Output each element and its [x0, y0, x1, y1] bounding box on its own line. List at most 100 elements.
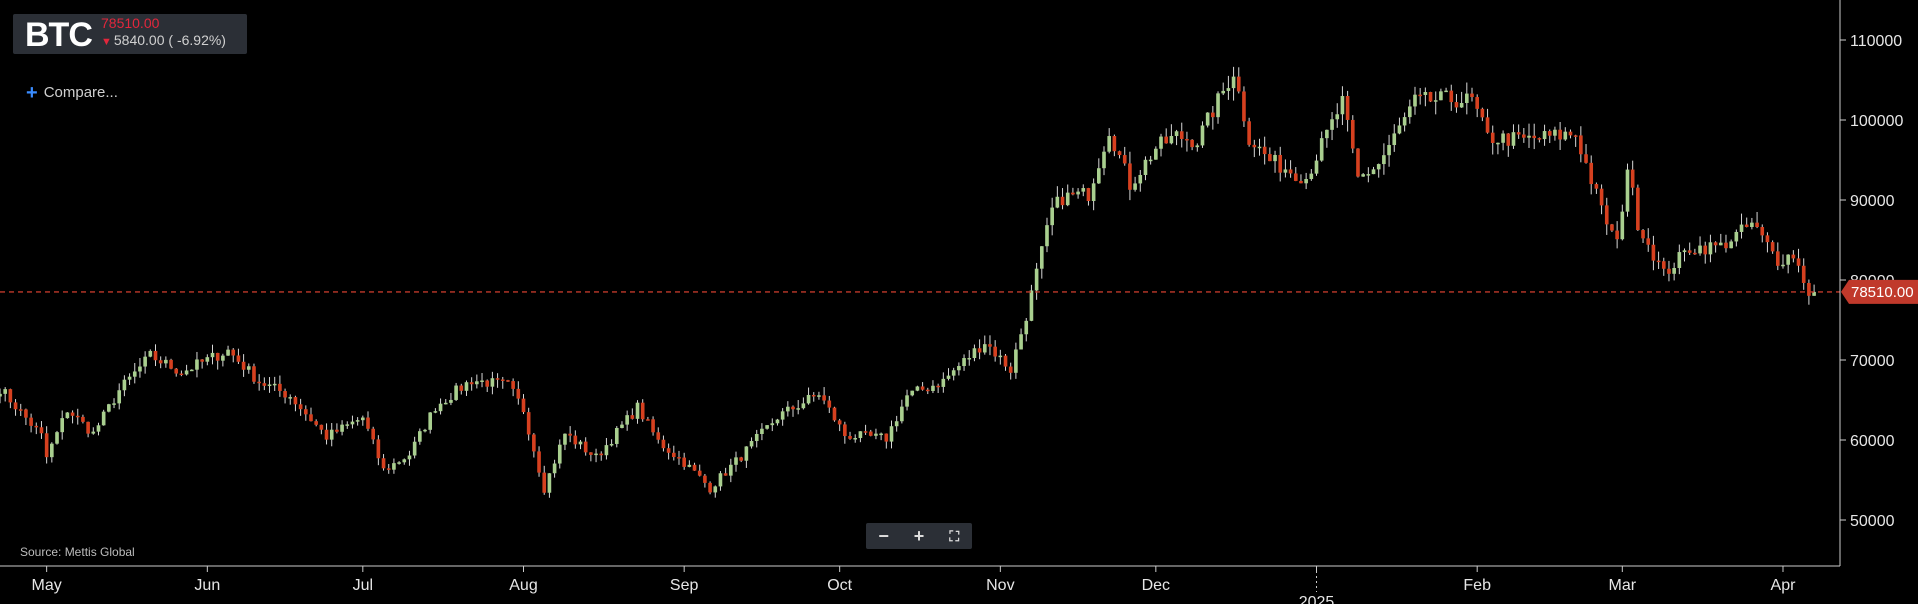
- candle: [340, 420, 344, 436]
- candle-body: [972, 348, 977, 359]
- candle-body: [1775, 251, 1780, 266]
- candle: [1143, 156, 1148, 181]
- candle: [957, 362, 961, 376]
- candle-body: [169, 359, 173, 369]
- candle: [1718, 233, 1723, 246]
- candle: [931, 380, 935, 394]
- candle-body: [780, 411, 785, 420]
- candle: [262, 377, 267, 391]
- candle: [1739, 213, 1744, 239]
- candle: [34, 422, 39, 435]
- x-tick-label: Feb: [1463, 577, 1491, 594]
- candle-body: [1164, 136, 1169, 144]
- candle-body: [1418, 94, 1422, 97]
- candle-body: [1801, 265, 1806, 283]
- candle: [506, 379, 510, 382]
- candle-body: [905, 395, 909, 407]
- candle-body: [480, 380, 484, 382]
- compare-button[interactable]: + Compare...: [26, 82, 118, 105]
- candle: [962, 354, 966, 371]
- candle: [640, 399, 645, 422]
- candle: [801, 397, 806, 410]
- candle-body: [1325, 129, 1329, 139]
- candle-body: [744, 446, 749, 461]
- candle-body: [278, 383, 282, 392]
- zoom-in-button[interactable]: +: [913, 526, 925, 546]
- candle-body: [1024, 320, 1029, 335]
- candle-body: [630, 415, 635, 419]
- candle-body: [1516, 132, 1521, 135]
- candle-body: [868, 431, 873, 436]
- candle: [1734, 229, 1739, 247]
- candle-body: [542, 472, 547, 493]
- candle-body: [138, 366, 142, 372]
- candle: [692, 462, 697, 471]
- candle: [1278, 146, 1283, 182]
- candle-body: [241, 361, 246, 370]
- candle-body: [397, 462, 401, 464]
- candle: [1553, 126, 1557, 141]
- candle: [734, 451, 738, 472]
- candle: [1589, 155, 1594, 195]
- candle-body: [148, 350, 153, 357]
- candle: [894, 415, 899, 432]
- candle-body: [1672, 267, 1676, 274]
- candle-body: [1433, 100, 1438, 102]
- candle: [1604, 197, 1609, 235]
- x-tick-label: Nov: [986, 577, 1014, 594]
- candle-body: [1449, 90, 1454, 103]
- x-tick-label: Aug: [509, 577, 537, 594]
- candle: [863, 424, 868, 435]
- candle: [1060, 188, 1065, 210]
- candle: [1148, 155, 1153, 165]
- candle-body: [1159, 136, 1163, 149]
- candle-body: [340, 424, 344, 432]
- candle: [1128, 151, 1132, 201]
- candle-body: [475, 381, 479, 385]
- candle-body: [687, 464, 692, 467]
- candle: [1439, 88, 1443, 101]
- candle-body: [832, 407, 837, 421]
- candle: [1801, 258, 1806, 290]
- candle: [786, 401, 790, 417]
- candle-body: [1034, 268, 1039, 291]
- x-tick-label: Jul: [353, 577, 373, 594]
- candle-body: [1522, 134, 1526, 138]
- candle-body: [1485, 117, 1490, 133]
- candle: [1641, 228, 1645, 244]
- candle-body: [303, 409, 308, 415]
- candle-body: [1599, 188, 1604, 206]
- fit-screen-button[interactable]: ⛶: [949, 528, 960, 544]
- candle-body: [1335, 114, 1340, 120]
- candle-body: [1195, 145, 1200, 148]
- candle-body: [1589, 162, 1594, 185]
- candle: [982, 335, 987, 355]
- compare-label: Compare...: [43, 84, 118, 101]
- candle-body: [158, 360, 163, 364]
- candle-body: [418, 431, 422, 442]
- candle-body: [1081, 188, 1086, 192]
- candle: [1091, 178, 1096, 211]
- candle: [1610, 223, 1614, 233]
- candle-body: [1211, 112, 1215, 118]
- candle-body: [65, 412, 70, 419]
- candle: [749, 437, 754, 449]
- candle-body: [1682, 250, 1687, 253]
- candle: [143, 351, 147, 374]
- candle-body: [309, 414, 313, 422]
- zoom-out-button[interactable]: −: [878, 526, 889, 546]
- candle-body: [127, 376, 132, 380]
- candle-body: [739, 457, 743, 461]
- candle: [1812, 284, 1816, 296]
- candle-body: [1439, 91, 1443, 101]
- candle-body: [1236, 76, 1241, 92]
- candle: [1563, 127, 1568, 141]
- candle-body: [765, 425, 769, 429]
- candle-body: [412, 441, 417, 456]
- candle: [1672, 262, 1676, 281]
- candle-body: [1304, 179, 1308, 184]
- candle-body: [1278, 154, 1283, 173]
- candle-body: [1532, 135, 1537, 139]
- x-tick-label: Apr: [1771, 577, 1797, 594]
